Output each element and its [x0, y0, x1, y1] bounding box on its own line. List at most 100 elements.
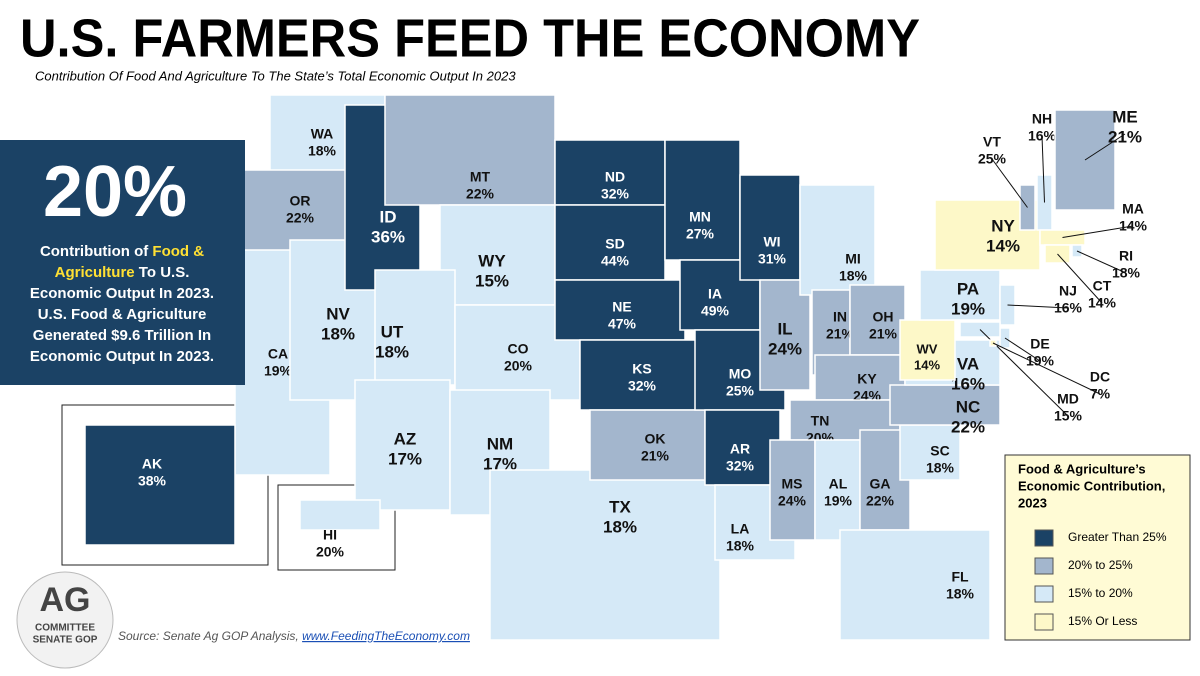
state-shape	[554, 139, 666, 206]
state-shape	[439, 204, 556, 306]
callout-segment: Agriculture	[55, 264, 135, 281]
callout-line: Economic Output In 2023.	[30, 285, 214, 302]
legend-swatch	[1034, 529, 1054, 547]
state-abbr: AZ	[394, 429, 417, 448]
state-value: 21%	[1108, 127, 1142, 146]
state-abbr: CO	[508, 341, 529, 357]
leader-line	[1062, 225, 1134, 238]
state-abbr: DC	[1090, 369, 1110, 385]
callout-line: Contribution of Food &	[40, 243, 204, 260]
state-abbr: IA	[708, 286, 722, 302]
state-abbr: WI	[763, 234, 780, 250]
state-abbr: NY	[991, 216, 1015, 235]
state-abbr: SC	[930, 443, 949, 459]
state-value: 17%	[388, 449, 422, 468]
state-value: 18%	[308, 143, 337, 159]
state-value: 18%	[926, 460, 955, 476]
state-shape	[769, 439, 816, 541]
state-value: 18%	[375, 342, 409, 361]
state-shape	[1054, 109, 1116, 211]
state-abbr: MT	[470, 169, 491, 185]
callout-segment: Contribution of	[40, 243, 152, 260]
state-abbr: KY	[857, 371, 877, 387]
state-abbr: OR	[290, 193, 311, 209]
state-value: 20%	[316, 544, 345, 560]
state-value: 47%	[608, 316, 637, 332]
leader-line	[1084, 133, 1126, 161]
state-value: 22%	[951, 417, 985, 436]
state-abbr: WA	[311, 126, 334, 142]
state-shape	[739, 174, 801, 281]
leader-line	[1076, 250, 1127, 274]
state-abbr: TN	[811, 413, 830, 429]
state-shape	[84, 424, 236, 546]
callout-segment: To U.S.	[135, 264, 190, 281]
state-abbr: CT	[1093, 278, 1112, 294]
state-value: 14%	[1088, 295, 1117, 311]
state-shape	[579, 339, 706, 411]
state-value: 21%	[869, 326, 898, 342]
legend-swatch	[1034, 585, 1054, 603]
state-abbr: NH	[1032, 111, 1052, 127]
state-abbr: HI	[323, 527, 337, 543]
state-abbr: UT	[381, 322, 404, 341]
logo-line: AG	[40, 581, 91, 619]
state-value: 14%	[1119, 218, 1148, 234]
state-value: 19%	[1026, 353, 1055, 369]
state-shape	[849, 284, 906, 356]
state-abbr: IN	[833, 309, 847, 325]
state-abbr: KS	[632, 361, 651, 377]
state-abbr: LA	[731, 521, 750, 537]
state-abbr: PA	[957, 279, 979, 298]
state-value: 20%	[504, 358, 533, 374]
state-value: 22%	[466, 186, 495, 202]
state-shape	[664, 139, 741, 261]
logo-line: COMMITTEE	[35, 623, 95, 634]
callout-value: 20%	[43, 152, 187, 232]
state-shape	[589, 409, 706, 481]
callout-segment: Generated $9.6 Trillion In	[33, 327, 211, 344]
state-abbr: WV	[917, 341, 938, 356]
legend-label: 15% to 20%	[1068, 586, 1133, 600]
state-abbr: NJ	[1059, 283, 1077, 299]
state-abbr: NC	[956, 397, 981, 416]
logo	[16, 571, 114, 669]
state-shape	[759, 279, 811, 391]
state-abbr: MA	[1122, 201, 1144, 217]
state-value: 19%	[951, 299, 985, 318]
state-shape	[704, 409, 781, 486]
state-value: 21%	[826, 326, 855, 342]
source: Source: Senate Ag GOP Analysis, www.Feed…	[118, 629, 470, 643]
state-abbr: NV	[326, 304, 350, 323]
callout-text: Contribution of Food & Agriculture To U.S…	[30, 243, 214, 365]
state-abbr: WY	[478, 251, 506, 270]
callout-box	[0, 140, 245, 385]
state-value: 24%	[768, 339, 802, 358]
state-value: 18%	[726, 538, 755, 554]
state-shape	[489, 469, 721, 641]
state-abbr: GA	[870, 476, 891, 492]
source-link[interactable]: www.FeedingTheEconomy.com	[302, 629, 470, 643]
state-value: 49%	[701, 303, 730, 319]
state-value: 14%	[986, 236, 1020, 255]
legend-label: Greater Than 25%	[1068, 530, 1167, 544]
state-abbr: VA	[957, 354, 979, 373]
legend-swatch	[1034, 557, 1054, 575]
title: U.S. FARMERS FEED THE ECONOMY	[20, 8, 920, 68]
state-value: 24%	[778, 493, 807, 509]
state-value: 15%	[475, 271, 509, 290]
state-abbr: AR	[730, 441, 750, 457]
state-value: 19%	[824, 493, 853, 509]
source-text: Source: Senate Ag GOP Analysis,	[118, 629, 302, 643]
state-abbr: AK	[142, 456, 162, 472]
state-value: 16%	[1028, 128, 1057, 144]
legend-title: 2023	[1018, 495, 1047, 510]
state-shape	[839, 529, 991, 641]
state-shape	[374, 269, 456, 386]
state-value: 36%	[371, 227, 405, 246]
state-abbr: SD	[605, 236, 624, 252]
state-value: 7%	[1090, 386, 1111, 402]
state-value: 27%	[686, 226, 715, 242]
callout-line: Generated $9.6 Trillion In	[33, 327, 211, 344]
